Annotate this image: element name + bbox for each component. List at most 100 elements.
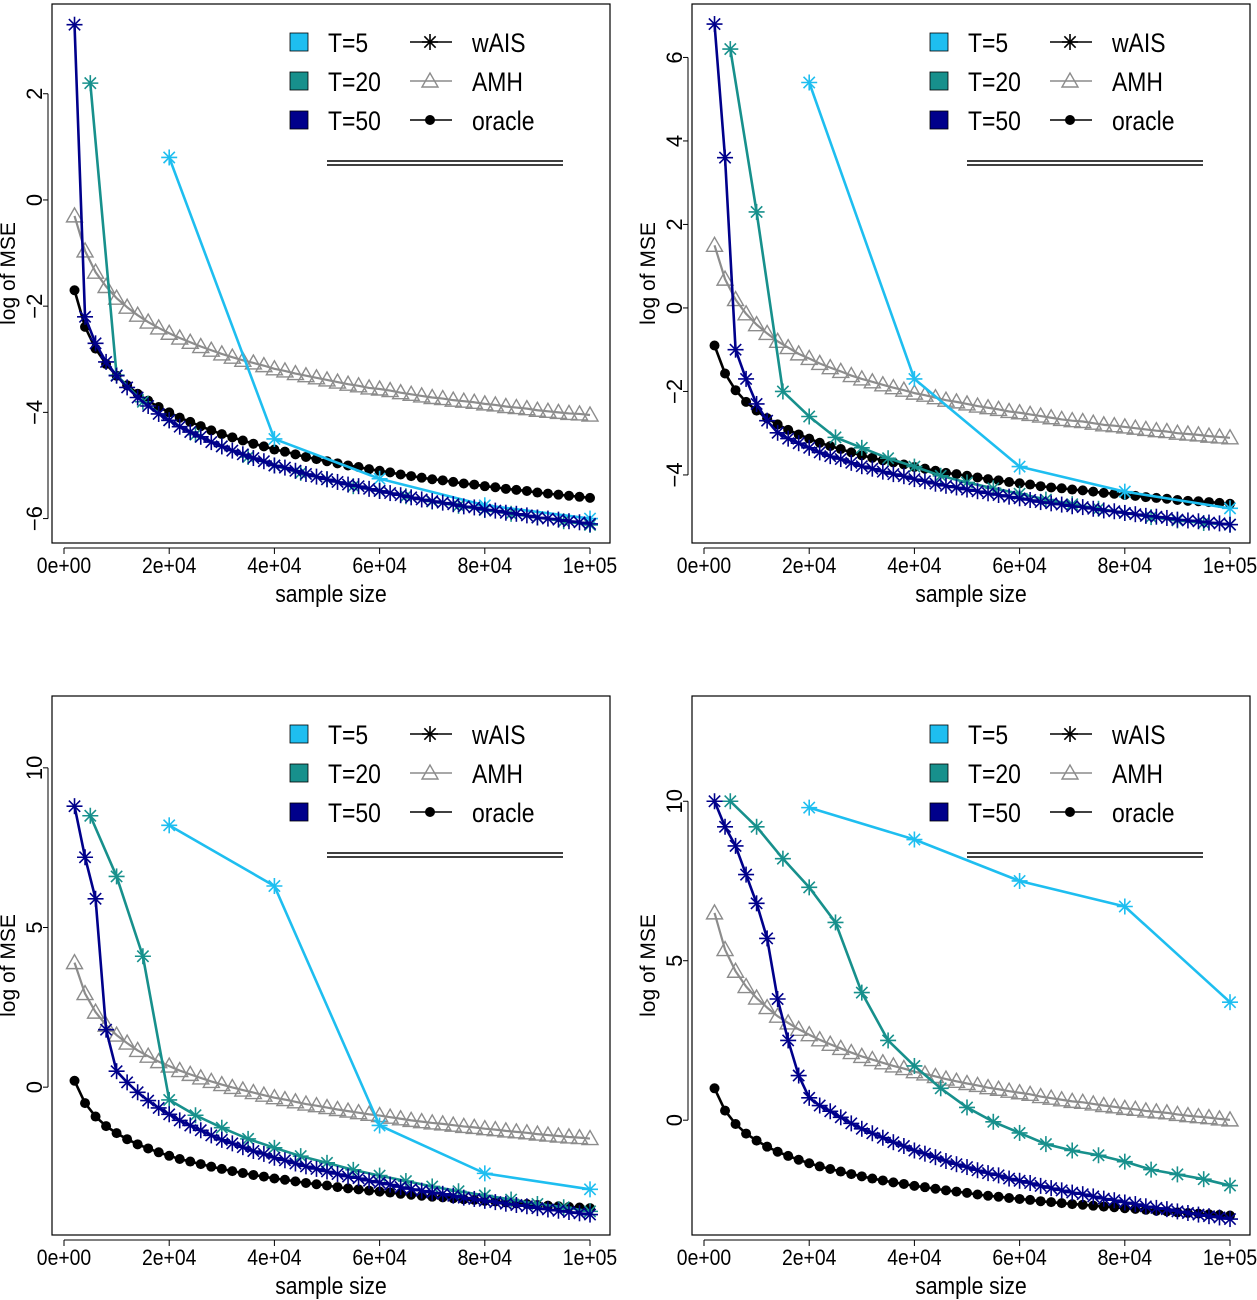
y-axis: 0 5 10 log of MSE (637, 789, 689, 1126)
asterisk-stroke (173, 1114, 186, 1127)
asterisk-stroke (987, 1115, 1000, 1128)
legend-label: oracle (472, 106, 534, 136)
data-point-asterisk (717, 149, 734, 166)
data-point-triangle (454, 1117, 473, 1134)
data-point-triangle (233, 1080, 253, 1097)
asterisk-stroke (1223, 518, 1237, 531)
asterisk-stroke (362, 482, 376, 496)
data-point-asterisk (1195, 1171, 1212, 1188)
series-line (73, 24, 591, 526)
data-point-dot (521, 485, 532, 496)
asterisk-stroke (1118, 1155, 1132, 1168)
data-point-dot (1056, 483, 1067, 494)
data-point-asterisk (560, 513, 577, 530)
data-point-triangle (580, 1129, 600, 1146)
series-line (807, 82, 1231, 510)
asterisk-stroke (718, 151, 732, 164)
data-point-asterisk (780, 430, 797, 447)
asterisk-stroke (1160, 1202, 1174, 1216)
asterisk-stroke (520, 509, 534, 522)
data-point-triangle (307, 1096, 326, 1113)
data-point-triangle (496, 397, 516, 414)
legend-swatch (929, 71, 949, 91)
data-point-triangle (86, 262, 105, 279)
legend-swatch (929, 32, 949, 52)
asterisk-stroke (897, 1139, 911, 1153)
data-point-triangle (1020, 404, 1040, 422)
data-point-triangle (549, 402, 568, 420)
asterisk-stroke (1213, 1211, 1226, 1224)
asterisk-stroke (478, 1194, 492, 1208)
data-point-asterisk (1222, 1211, 1239, 1228)
data-point-dot (448, 476, 459, 487)
asterisk-stroke (184, 1119, 197, 1132)
asterisk-stroke (1044, 497, 1058, 510)
data-point-asterisk (1011, 872, 1028, 889)
asterisk-stroke (552, 513, 565, 526)
asterisk-stroke (423, 727, 437, 741)
data-point-dot (269, 1173, 280, 1184)
data-point-asterisk (434, 494, 451, 511)
asterisk-stroke (352, 1171, 365, 1185)
data-point-triangle (757, 324, 777, 341)
data-point-dot (1035, 1196, 1046, 1207)
data-point-dot (846, 447, 857, 458)
data-point-asterisk (980, 485, 997, 502)
data-point-dot (730, 385, 741, 396)
legend-label: T=20 (968, 759, 1021, 789)
data-point-triangle (1178, 424, 1198, 441)
data-point-triangle (412, 386, 431, 403)
plot-frame (51, 695, 611, 1236)
asterisk-stroke (362, 1174, 376, 1187)
data-point-triangle (1010, 1083, 1029, 1100)
data-point-dot (1098, 487, 1109, 498)
data-point-asterisk (880, 450, 897, 467)
asterisk-stroke (1076, 1187, 1089, 1201)
data-point-asterisk (1137, 1198, 1154, 1215)
data-point-asterisk (539, 1201, 556, 1218)
series-line (167, 157, 591, 520)
data-point-asterisk (340, 476, 357, 493)
data-point-triangle (736, 977, 756, 994)
data-point-dot (709, 1083, 720, 1094)
asterisk-stroke (310, 1162, 323, 1176)
data-point-asterisk (382, 485, 399, 502)
asterisk-stroke (760, 932, 774, 945)
data-point-dot (269, 444, 280, 455)
legend-asterisk-icon (1062, 726, 1078, 742)
x-tick-label: 0e+00 (677, 554, 731, 578)
asterisk-stroke (320, 473, 334, 486)
data-point-asterisk (969, 483, 986, 500)
data-point-triangle (789, 344, 808, 361)
data-point-triangle (757, 998, 777, 1015)
data-point-asterisk (906, 1057, 923, 1074)
x-tick-label: 2e+04 (782, 1246, 836, 1270)
data-point-triangle (317, 370, 337, 387)
data-point-dot (500, 483, 511, 494)
asterisk-stroke (960, 1101, 974, 1114)
data-point-asterisk (853, 984, 870, 1001)
data-point-asterisk (276, 459, 293, 476)
legend-dot-icon (1065, 115, 1075, 125)
asterisk-stroke (929, 1150, 942, 1164)
data-point-dot (835, 444, 846, 455)
data-point-asterisk (1085, 1188, 1102, 1205)
data-point-triangle (338, 1101, 358, 1118)
y-axis-title: log of MSE (637, 222, 660, 325)
asterisk-stroke (468, 501, 481, 514)
data-point-asterisk (1064, 1184, 1081, 1201)
data-point-dot (237, 1168, 248, 1179)
data-point-dot (300, 451, 311, 462)
data-point-triangle (1094, 415, 1113, 432)
asterisk-stroke (708, 795, 721, 808)
asterisk-stroke (750, 397, 763, 411)
data-point-dot (1067, 1199, 1078, 1210)
data-point-asterisk (1116, 1194, 1133, 1211)
chart-panel-1: 0e+00 2e+04 4e+04 6e+04 8e+04 1e+05 sample siz… (0, 3, 617, 607)
y-tick-label: 0 (22, 194, 47, 206)
asterisk-stroke (887, 1135, 900, 1149)
asterisk-stroke (1213, 517, 1226, 530)
data-point-triangle (212, 344, 232, 361)
data-point-dot (69, 1075, 80, 1086)
data-point-asterisk (1053, 496, 1070, 513)
